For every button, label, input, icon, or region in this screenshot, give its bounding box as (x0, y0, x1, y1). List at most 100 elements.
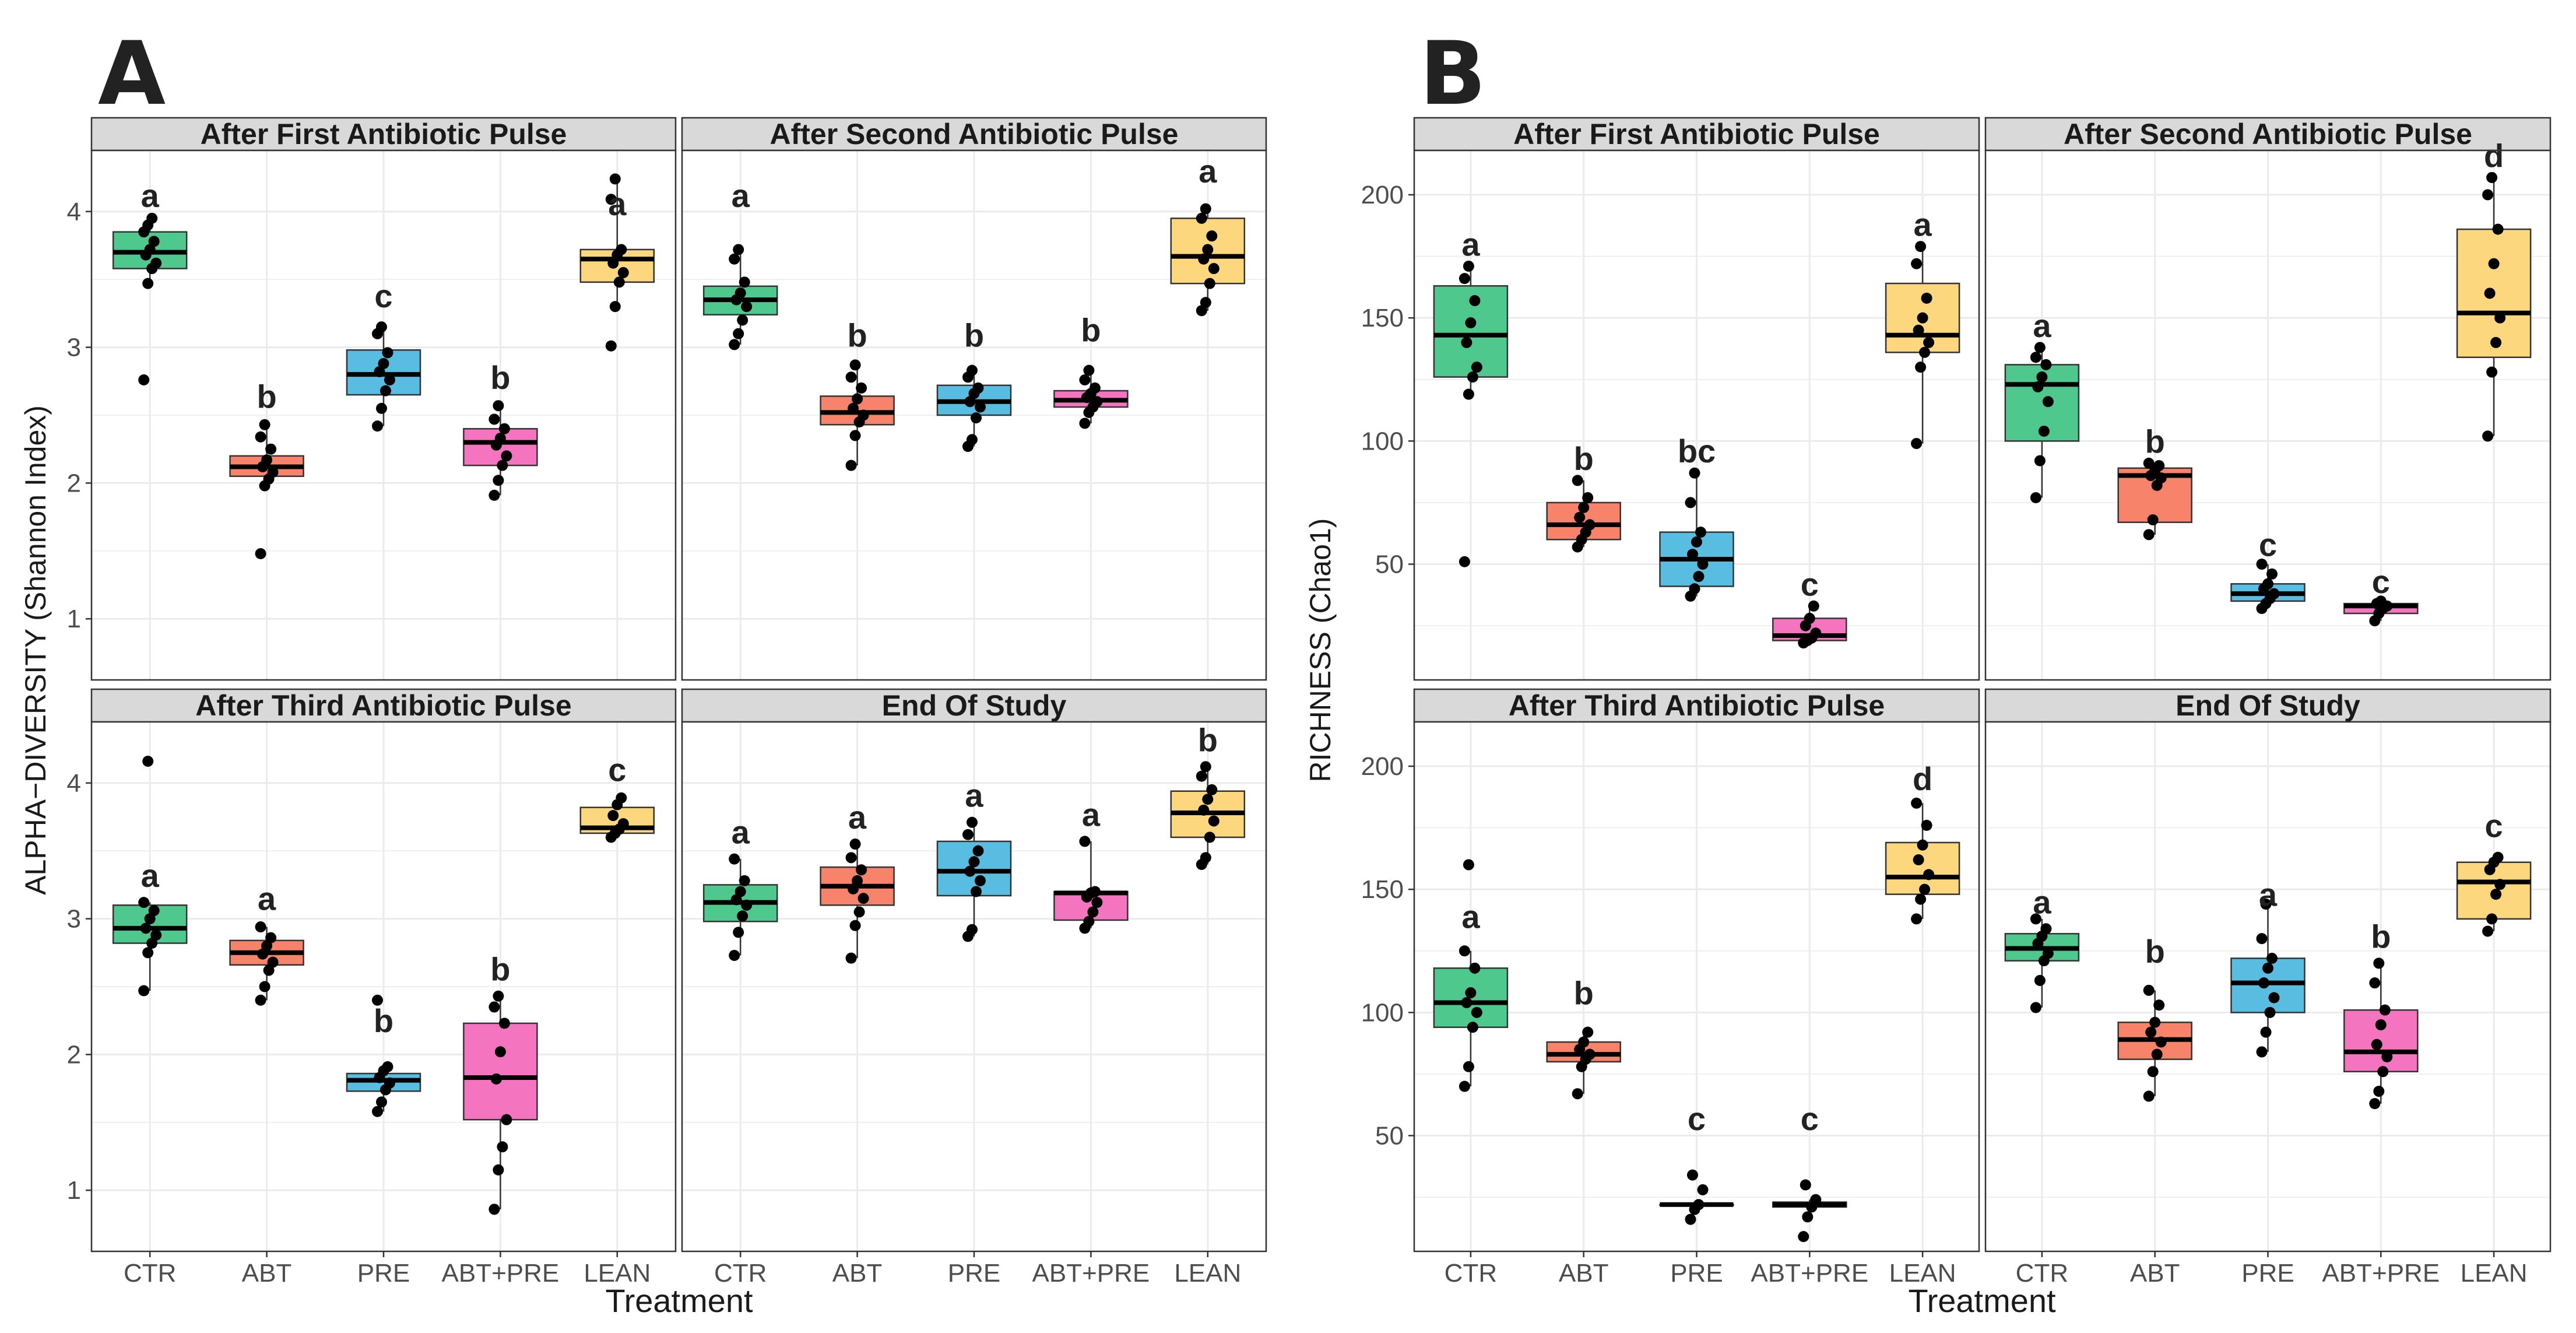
panel-a-facet-3-abt-pre-point (498, 1018, 510, 1029)
panel-a-facet-3-pre-point (372, 994, 383, 1006)
panel-a-facet-2-pre-significance-letter: b (964, 317, 984, 354)
panel-b-facet-3-ctr-point (1461, 997, 1472, 1008)
panel-b-facet-1-abt-pre-point (1808, 600, 1819, 612)
panel-b-facet-3-title: After Third Antibiotic Pulse (1509, 689, 1885, 722)
panel-b-facet-1-ctr-point (1467, 371, 1478, 383)
panel-b-facet-2-abt-point (2143, 529, 2155, 541)
panel-b-facet-1-pre-point (1689, 467, 1700, 479)
panel-a-facet-2-ctr-point (733, 328, 744, 339)
panel-a-facet-3-strip (90, 688, 677, 723)
panel-b-facet-3-xtick-label-abt-pre: ABT+PRE (1751, 1259, 1868, 1288)
panel-a-facet-2-ctr-point (739, 276, 750, 288)
panel-a-facet-1-abt-point (255, 431, 266, 443)
panel-b-facet-1-lean-point (1921, 292, 1932, 304)
panel-b-facet-3-lean-point (1911, 797, 1923, 809)
panel-b-facet-4-lean-point (2492, 851, 2504, 863)
panel-b-facet-1-ytick-label: 200 (1361, 181, 1404, 209)
panel-b-facet-3-ctr-significance-letter: a (1461, 899, 1480, 935)
panel-b-facet-1-abt-pre-significance-letter: c (1801, 566, 1819, 602)
panel-b-facet-3-pre-significance-letter: c (1688, 1100, 1706, 1137)
panel-b-facet-4-lean-point (2482, 925, 2494, 937)
panel-b-facet-3-pre-point (1693, 1199, 1705, 1211)
panel-a-facet-2-ctr-point (737, 314, 748, 326)
panel-b-facet-1-pre-point (1697, 559, 1709, 570)
panel-b-facet-4-abt-pre-point (2381, 1051, 2393, 1062)
panel-a-facet-1-ctr-point (150, 257, 162, 269)
panel-b-facet-1-abt-point (1582, 492, 1594, 503)
panel-a-facet-3-abt-pre-point (497, 1141, 508, 1153)
panel-a-facet-2-lean-point (1196, 212, 1207, 224)
panel-b-facet-3-ctr-point (1469, 962, 1481, 974)
panel-a-facet-4-abt-point (845, 852, 857, 864)
panel-a-facet-1-ctr-point (146, 212, 158, 224)
panel-a-facet-4-pre-point (967, 924, 978, 935)
panel-a-facet-2-border (681, 149, 1267, 681)
panel-a-facet-4-title: End Of Study (882, 689, 1067, 722)
panel-b-facet-2-ctr-point (2030, 492, 2041, 503)
x-axis-label-a: Treatment (605, 1282, 753, 1319)
panel-b-facet-4-xtick-label-abt: ABT (2130, 1259, 2180, 1288)
panel-b-facet-3-ctr-point (1463, 1061, 1474, 1072)
panel-a-facet-2-pre-point (971, 412, 982, 424)
panel-a-facet-4-ctr-point (737, 910, 748, 922)
panel-b-facet-4-pre-point (2268, 992, 2280, 1004)
panel-b-facet-4-abt-point (2153, 999, 2165, 1011)
panel-a-facet-2-lean-point (1204, 278, 1215, 289)
panel-a-facet-1-pre-point (380, 385, 391, 397)
panel-a-facet-1-ctr-significance-letter: a (141, 177, 160, 214)
panel-b-facet-4-pre-point (2256, 1046, 2268, 1058)
panel-a-facet-3-ytick-label: 2 (67, 1040, 81, 1069)
panel-a-facet-2-abt-point (858, 409, 869, 421)
panel-b-facet-4: End Of Study a b a b c CTR ABT PRE ABT+PRE LEAN (1984, 688, 2552, 1288)
panel-a-facet-4: End Of Study a a a a b CTR ABT PRE ABT+PRE LEAN (681, 688, 1267, 1288)
panel-a-facet-1-lean-point (609, 173, 621, 185)
panel-a-facet-2-ctr-point (741, 301, 753, 313)
panel-a-facet-2-pre-point (967, 364, 978, 376)
panel-a-facet-2-abt-point (845, 371, 857, 383)
panel-a-facet-4-ctr-significance-letter: a (732, 814, 750, 851)
panel-a-facet-3-xtick-label-lean: LEAN (584, 1259, 651, 1288)
panel-b-facet-3-lean-significance-letter: d (1913, 760, 1932, 797)
panel-b-facet-2-lean-point (2492, 223, 2504, 235)
panel-a-facet-2-abt-point (849, 359, 861, 371)
panel-a-facet-1-lean-point (613, 276, 625, 288)
panel-a-facet-4-abt-point (858, 893, 869, 904)
panel-a-facet-3-lean-point (616, 792, 627, 804)
panel-a-facet-3-xtick-label-ctr: CTR (124, 1259, 176, 1288)
panel-b-facet-1-pre-point (1685, 497, 1696, 508)
panel-b-facet-4-xtick-label-pre: PRE (2241, 1259, 2294, 1288)
panel-b-facet-3-ctr-point (1459, 945, 1470, 957)
panel-b-facet-4-pre-point (2256, 933, 2268, 945)
panel-b-facet-4-ctr-point (2040, 923, 2052, 935)
panel-b-facet-4-pre-point (2258, 977, 2269, 989)
panel-b-facet-2-lean-point (2486, 366, 2498, 378)
panel-b-facet-1-abt-point (1572, 475, 1583, 486)
panel-a-facet-1-ctr-point (142, 278, 154, 289)
panel-a-facet-3-xtick-label-abt-pre: ABT+PRE (442, 1259, 560, 1288)
panel-a-facet-1-abt-pre-point (489, 413, 500, 425)
panel-a-facet-2-abt-point (845, 459, 857, 471)
panel-a-facet-3-lean-point (607, 810, 619, 822)
panel-a-facet-2-abt-pre-point (1083, 364, 1095, 376)
panel-a-facet-2-pre-point (975, 401, 986, 413)
panel-b-facet-1-title: After First Antibiotic Pulse (1513, 118, 1880, 150)
panel-b-facet-3-lean-point (1923, 869, 1935, 881)
panel-b-facet-4-abt-pre-point (2375, 1019, 2387, 1030)
panel-a-facet-2-pre-point (972, 382, 984, 394)
panel-b-facet-1-lean-point (1917, 312, 1928, 324)
panel-a-facet-2-lean-point (1200, 203, 1211, 215)
panel-a-facet-1: After First Antibiotic Pulse a b c b a 1 2 3 4 (67, 117, 677, 681)
panel-a-facet-3-lean-point (617, 818, 629, 830)
panel-b-facet-1-ctr-point (1459, 556, 1470, 567)
panel-a-facet-1-abt-point (261, 454, 273, 466)
panel-a-facet-4-pre-point (962, 829, 974, 840)
panel-a-facet-4-abt-pre-point (1079, 836, 1091, 847)
panel-b-facet-1-abt-point (1578, 501, 1590, 513)
panel-b-facet-1-lean-point (1915, 241, 1927, 252)
panel-b-facet-3-ytick-label: 100 (1361, 998, 1404, 1027)
panel-a-facet-4-ctr-point (729, 949, 740, 961)
panel-b-facet-4-title: End Of Study (2176, 689, 2360, 722)
panel-b-facet-2-pre-point (2268, 588, 2280, 599)
panel-a-facet-4-abt-pre-point (1087, 906, 1099, 918)
panel-b-facet-2-strip (1984, 117, 2552, 152)
